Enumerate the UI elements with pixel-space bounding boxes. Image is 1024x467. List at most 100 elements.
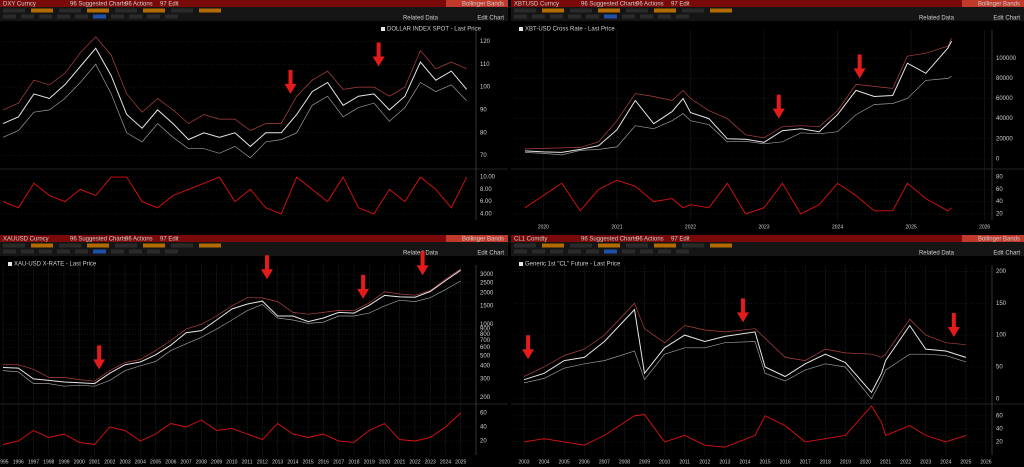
toolbar-field[interactable] — [115, 8, 137, 13]
toolbar-field[interactable] — [676, 14, 689, 19]
menu-item[interactable]: 97 Edit — [671, 1, 690, 7]
toolbar-field[interactable] — [129, 249, 142, 254]
toolbar-field[interactable] — [586, 14, 599, 19]
toolbar-field[interactable] — [598, 8, 620, 13]
toolbar-field[interactable] — [570, 8, 592, 13]
toolbar-field[interactable] — [165, 249, 178, 254]
toolbar-field[interactable] — [39, 249, 52, 254]
menu-item[interactable]: 97 Edit — [160, 1, 179, 7]
menu-item[interactable]: 96 Suggested Charts — [70, 236, 126, 242]
menu-item[interactable]: 96 Suggested Charts — [581, 1, 637, 7]
study-label[interactable]: Bollinger Bands — [462, 236, 504, 242]
toolbar-field[interactable] — [129, 14, 142, 19]
study-label[interactable]: Bollinger Bands — [462, 1, 504, 7]
toolbar-field[interactable] — [568, 14, 581, 19]
menu-item[interactable]: 96 Actions — [125, 236, 153, 242]
toolbar-field[interactable] — [514, 8, 536, 13]
toolbar-field[interactable] — [622, 249, 635, 254]
toolbar-field[interactable] — [640, 14, 653, 19]
toolbar-field[interactable] — [57, 249, 70, 254]
toolbar-field[interactable] — [710, 243, 732, 248]
toolbar-field[interactable] — [199, 243, 221, 248]
edit-chart[interactable]: Edit Chart — [477, 251, 504, 257]
x-tick-label: 2013 — [719, 459, 730, 465]
toolbar-field[interactable] — [21, 14, 34, 19]
toolbar-field[interactable] — [514, 14, 527, 19]
toolbar-field[interactable] — [39, 14, 52, 19]
toolbar-field[interactable] — [586, 249, 599, 254]
toolbar-field[interactable] — [143, 8, 165, 13]
indicator-tick-label: 40 — [996, 426, 1003, 432]
edit-chart[interactable]: Edit Chart — [477, 16, 504, 22]
toolbar-field[interactable] — [75, 249, 88, 254]
toolbar-field[interactable] — [171, 243, 193, 248]
toolbar-field[interactable] — [598, 243, 620, 248]
toolbar-field[interactable] — [31, 8, 53, 13]
toolbar-field[interactable] — [3, 14, 16, 19]
toolbar-field[interactable] — [682, 243, 704, 248]
toolbar-field[interactable] — [626, 8, 648, 13]
toolbar-field[interactable] — [532, 14, 545, 19]
edit-chart[interactable]: Edit Chart — [993, 251, 1020, 257]
toolbar-field[interactable] — [147, 14, 160, 19]
toolbar-field[interactable] — [3, 8, 25, 13]
toolbar-field[interactable] — [626, 243, 648, 248]
indicator-tick-label: 8.00 — [480, 187, 492, 193]
menu-item[interactable]: 97 Edit — [160, 236, 179, 242]
toolbar-field[interactable] — [604, 249, 617, 254]
menu-item[interactable]: 96 Suggested Charts — [581, 236, 637, 242]
toolbar-field[interactable] — [654, 8, 676, 13]
menu-item[interactable]: 97 Edit — [671, 236, 690, 242]
toolbar-field[interactable] — [93, 249, 106, 254]
toolbar-field[interactable] — [93, 14, 106, 19]
edit-chart[interactable]: Edit Chart — [993, 16, 1020, 22]
menu-item[interactable]: 96 Actions — [636, 236, 664, 242]
toolbar-field[interactable] — [59, 8, 81, 13]
toolbar-field[interactable] — [550, 14, 563, 19]
toolbar-field[interactable] — [550, 249, 563, 254]
toolbar-field[interactable] — [111, 249, 124, 254]
toolbar-field[interactable] — [3, 243, 25, 248]
toolbar-field[interactable] — [640, 249, 653, 254]
toolbar-field[interactable] — [111, 14, 124, 19]
toolbar-field[interactable] — [199, 8, 221, 13]
toolbar-field[interactable] — [542, 8, 564, 13]
menu-item[interactable]: 96 Suggested Charts — [70, 1, 126, 7]
x-tick-label: 2010 — [659, 459, 670, 465]
toolbar-field[interactable] — [3, 249, 16, 254]
menu-item[interactable]: 96 Actions — [636, 1, 664, 7]
toolbar-field[interactable] — [115, 243, 137, 248]
related-data[interactable]: Related Data — [403, 16, 439, 22]
toolbar-field[interactable] — [682, 8, 704, 13]
toolbar-field[interactable] — [514, 249, 527, 254]
toolbar-field[interactable] — [570, 243, 592, 248]
study-label[interactable]: Bollinger Bands — [978, 1, 1020, 7]
toolbar-field[interactable] — [676, 249, 689, 254]
toolbar-field[interactable] — [654, 243, 676, 248]
toolbar-field[interactable] — [165, 14, 178, 19]
toolbar-field[interactable] — [532, 249, 545, 254]
study-label[interactable]: Bollinger Bands — [978, 236, 1020, 242]
toolbar-field[interactable] — [568, 249, 581, 254]
toolbar-field[interactable] — [604, 14, 617, 19]
toolbar-field[interactable] — [147, 249, 160, 254]
related-data[interactable]: Related Data — [919, 251, 955, 257]
toolbar-field[interactable] — [171, 8, 193, 13]
toolbar-field[interactable] — [622, 14, 635, 19]
toolbar-field[interactable] — [658, 249, 671, 254]
menu-item[interactable]: 96 Actions — [125, 1, 153, 7]
toolbar-field[interactable] — [57, 14, 70, 19]
toolbar-field[interactable] — [542, 243, 564, 248]
toolbar-field[interactable] — [658, 14, 671, 19]
toolbar-field[interactable] — [143, 243, 165, 248]
toolbar-field[interactable] — [87, 243, 109, 248]
x-tick-label: 2024 — [832, 224, 843, 230]
related-data[interactable]: Related Data — [919, 16, 955, 22]
toolbar-field[interactable] — [75, 14, 88, 19]
toolbar-field[interactable] — [87, 8, 109, 13]
toolbar-field[interactable] — [710, 8, 732, 13]
toolbar-field[interactable] — [21, 249, 34, 254]
toolbar-field[interactable] — [31, 243, 53, 248]
toolbar-field[interactable] — [59, 243, 81, 248]
toolbar-field[interactable] — [514, 243, 536, 248]
